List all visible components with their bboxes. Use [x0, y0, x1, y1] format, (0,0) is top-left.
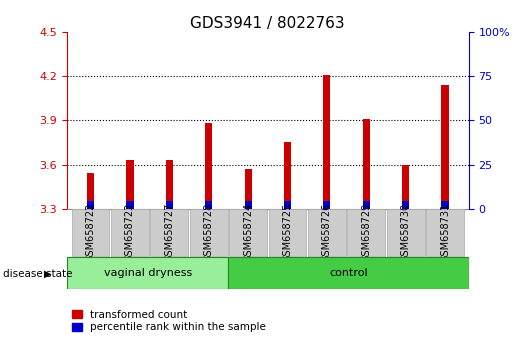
Bar — [166, 201, 173, 209]
Bar — [402, 165, 409, 209]
Bar — [323, 75, 331, 209]
Bar — [245, 169, 252, 209]
Text: GSM658726: GSM658726 — [322, 203, 332, 262]
Bar — [87, 201, 94, 209]
Bar — [363, 119, 370, 209]
Text: ▶: ▶ — [44, 269, 52, 279]
Text: GSM658728: GSM658728 — [204, 203, 214, 262]
Bar — [426, 209, 464, 256]
Bar — [284, 201, 291, 209]
Text: GSM658723: GSM658723 — [125, 203, 135, 262]
Text: GSM658729: GSM658729 — [361, 203, 371, 262]
Bar — [441, 85, 449, 209]
Bar — [284, 142, 291, 209]
Bar — [402, 201, 409, 209]
Bar — [150, 209, 188, 256]
Bar — [126, 201, 133, 209]
Legend: transformed count, percentile rank within the sample: transformed count, percentile rank withi… — [72, 310, 266, 332]
Bar — [387, 209, 424, 256]
Text: GSM658722: GSM658722 — [85, 203, 96, 262]
Text: GSM658727: GSM658727 — [164, 203, 175, 262]
Text: vaginal dryness: vaginal dryness — [104, 268, 192, 278]
Bar — [229, 209, 267, 256]
Bar — [72, 209, 110, 256]
Bar — [87, 173, 94, 209]
Bar — [323, 201, 331, 209]
Text: GSM658724: GSM658724 — [243, 203, 253, 262]
Bar — [229, 257, 469, 289]
Bar — [126, 160, 133, 209]
Bar — [190, 209, 228, 256]
Bar — [269, 209, 306, 256]
Text: disease state: disease state — [3, 269, 72, 279]
Text: GSM658731: GSM658731 — [440, 203, 450, 262]
Bar — [67, 257, 229, 289]
Text: GSM658725: GSM658725 — [283, 203, 293, 262]
Bar — [205, 201, 212, 209]
Bar — [205, 123, 212, 209]
Bar — [166, 160, 173, 209]
Bar — [363, 201, 370, 209]
Bar — [308, 209, 346, 256]
Text: GSM658730: GSM658730 — [401, 203, 410, 262]
Title: GDS3941 / 8022763: GDS3941 / 8022763 — [191, 16, 345, 31]
Bar — [441, 201, 449, 209]
Bar — [245, 201, 252, 209]
Bar — [111, 209, 149, 256]
Text: control: control — [329, 268, 368, 278]
Bar — [347, 209, 385, 256]
